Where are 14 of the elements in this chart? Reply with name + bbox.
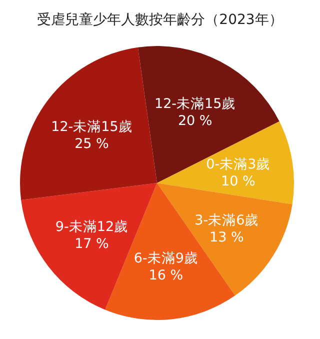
slice-label: 12-未滿15歲 [154,96,236,112]
slice-label: 0-未滿3歲 [206,156,270,172]
pie-slice [20,47,157,200]
data-label: 20 % [178,113,212,130]
data-label: 16 % [148,268,184,284]
slice-label: 6-未滿9歲 [134,250,198,267]
slice-label: 12-未滿15歲 [51,119,132,136]
data-label: 17 % [74,236,110,252]
data-label: 25 % [74,136,110,152]
chart-title: 受虐兒童少年人數按年齡分（2023年） [37,12,283,28]
slice-label: 9-未滿12歲 [55,218,128,235]
data-label: 10 % [221,173,256,190]
data-label: 13 % [209,230,244,246]
slice-label: 3-未滿6歲 [194,212,259,229]
